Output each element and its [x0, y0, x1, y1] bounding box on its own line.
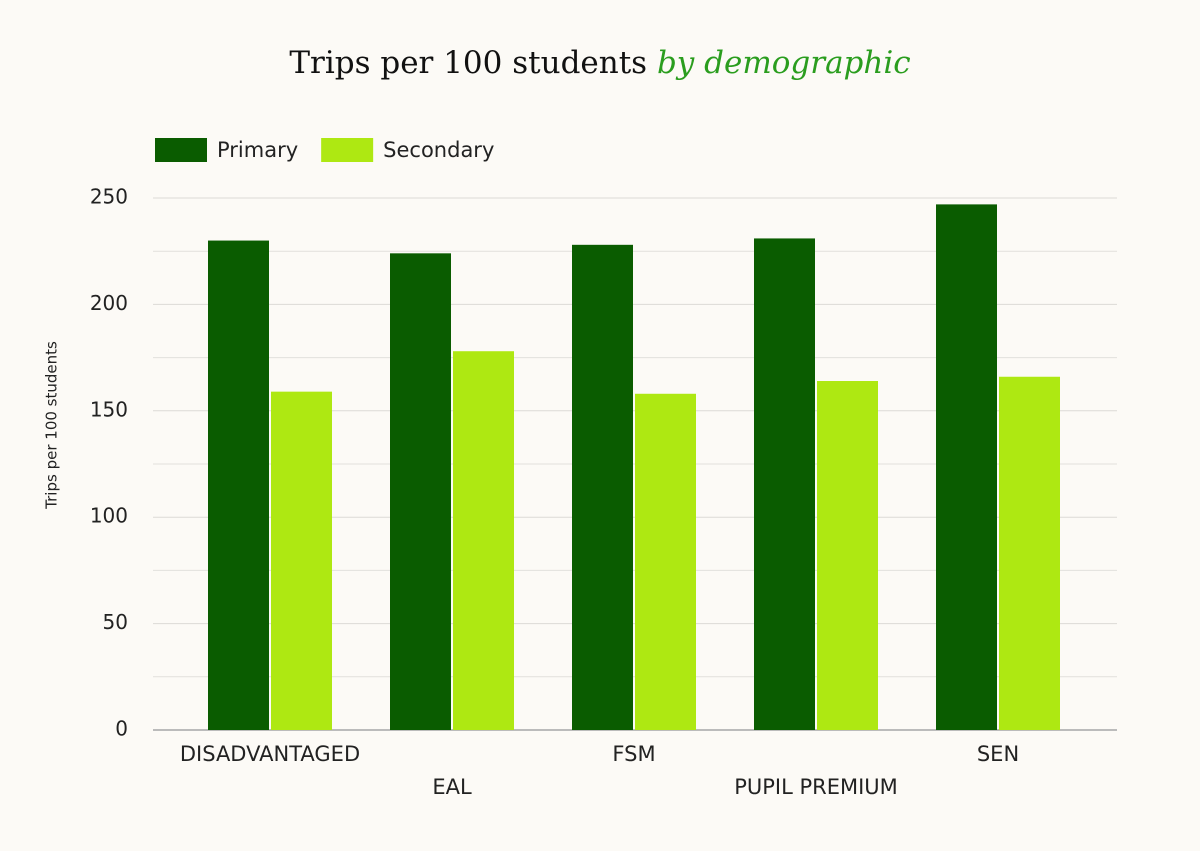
x-tick-label: EAL: [432, 775, 472, 799]
bar: [390, 253, 451, 730]
y-tick-label: 50: [103, 610, 128, 634]
x-tick-label: SEN: [977, 742, 1019, 766]
y-tick-label: 150: [90, 397, 128, 421]
legend-label: Primary: [217, 138, 298, 162]
title-main: Trips per 100 students: [289, 45, 647, 81]
y-tick-label: 100: [90, 504, 128, 528]
y-tick-label: 0: [115, 717, 128, 741]
legend-swatch: [155, 138, 207, 162]
y-tick-label: 200: [90, 291, 128, 315]
x-tick-label: DISADVANTAGED: [180, 742, 360, 766]
y-axis-title: Trips per 100 students: [43, 341, 61, 510]
bar: [572, 244, 633, 731]
bar: [817, 381, 878, 730]
y-tick-label: 250: [90, 185, 128, 209]
title-highlight: by demographic: [657, 45, 911, 81]
x-tick-label: PUPIL PREMIUM: [734, 775, 898, 799]
bar: [999, 376, 1060, 730]
bar: [271, 391, 332, 730]
bar: [208, 240, 269, 730]
chart-title: Trips per 100 students by demographic: [289, 45, 910, 81]
bar: [754, 238, 815, 730]
legend-swatch: [321, 138, 374, 162]
bar: [635, 393, 696, 730]
x-tick-label: FSM: [612, 742, 655, 766]
bar: [453, 351, 514, 730]
legend-label: Secondary: [383, 138, 494, 162]
bar: [936, 204, 997, 730]
